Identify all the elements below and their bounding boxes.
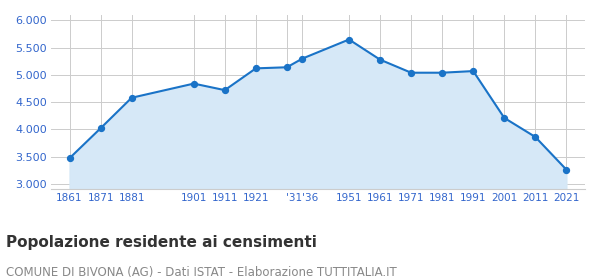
- Point: [127, 95, 136, 100]
- Point: [375, 57, 385, 62]
- Point: [344, 37, 354, 42]
- Point: [562, 167, 571, 172]
- Point: [499, 116, 509, 120]
- Point: [530, 135, 540, 139]
- Point: [220, 88, 230, 92]
- Point: [437, 71, 447, 75]
- Text: COMUNE DI BIVONA (AG) - Dati ISTAT - Elaborazione TUTTITALIA.IT: COMUNE DI BIVONA (AG) - Dati ISTAT - Ela…: [6, 266, 397, 279]
- Point: [96, 126, 106, 130]
- Point: [298, 56, 307, 61]
- Point: [469, 69, 478, 73]
- Point: [251, 66, 260, 71]
- Text: Popolazione residente ai censimenti: Popolazione residente ai censimenti: [6, 235, 317, 250]
- Point: [65, 156, 74, 160]
- Point: [189, 81, 199, 86]
- Point: [282, 65, 292, 69]
- Point: [406, 71, 416, 75]
